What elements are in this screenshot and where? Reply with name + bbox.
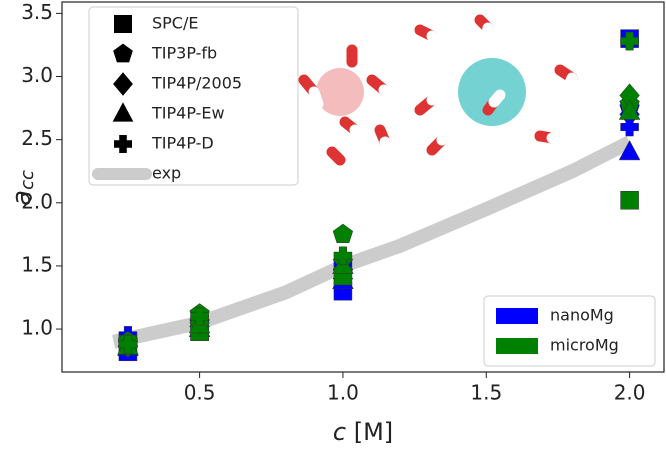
y-tick-label: 2.5 xyxy=(21,126,53,150)
y-tick-label: 2.0 xyxy=(21,189,53,213)
y-tick-label: 3.0 xyxy=(21,63,53,87)
marker-triangle xyxy=(618,140,641,161)
exp-line xyxy=(112,135,633,349)
x-axis-symbol: c xyxy=(333,418,346,446)
marker-plus xyxy=(114,135,132,153)
marker-plus xyxy=(333,246,353,266)
molecule-illustration xyxy=(298,14,578,166)
y-tick-label: 1.0 xyxy=(21,316,53,340)
y-axis-label: acc xyxy=(7,170,39,206)
marker-triangle xyxy=(112,102,134,122)
legend-label: SPC/E xyxy=(152,14,198,33)
marker-triangle xyxy=(618,99,641,120)
legend-box xyxy=(88,6,299,186)
x-axis-label: c [M] xyxy=(333,418,393,446)
marker-plus xyxy=(620,117,639,137)
legend-groups: nanoMg microMg xyxy=(483,295,656,367)
legend-label: exp xyxy=(152,164,181,183)
x-tick-label: 2.0 xyxy=(614,381,646,405)
marker-pentagon xyxy=(332,223,354,243)
x-tick-label: 1.5 xyxy=(470,381,502,405)
legend-label: nanoMg xyxy=(550,306,614,325)
x-tick-label: 1.0 xyxy=(327,381,359,405)
y-axis-subscript: cc xyxy=(17,170,38,190)
marker-plus xyxy=(118,334,138,354)
marker-plus xyxy=(190,307,209,326)
y-axis-symbol: a xyxy=(7,190,37,206)
legend-swatch xyxy=(496,338,538,354)
legend-models: SPC/E TIP3P-fb TIP4P/2005 TIP4P-Ew TIP4P-D ex… xyxy=(88,6,299,186)
marker-square xyxy=(620,191,639,210)
x-axis-unit: [M] xyxy=(354,418,393,446)
legend-label: TIP4P/2005 xyxy=(151,74,242,93)
marker-diamond xyxy=(113,72,133,96)
legend-label: TIP4P-Ew xyxy=(151,104,225,123)
legend-label: TIP4P-D xyxy=(151,134,214,153)
legend-label: microMg xyxy=(550,336,619,355)
y-tick-label: 1.5 xyxy=(21,252,53,276)
legend-swatch xyxy=(496,308,538,324)
legend-label: TIP3P-fb xyxy=(151,44,217,63)
marker-square xyxy=(114,15,132,33)
marker-plus xyxy=(620,31,639,51)
x-tick-label: 0.5 xyxy=(184,381,216,405)
y-tick-label: 3.5 xyxy=(21,0,53,24)
marker-pentagon xyxy=(113,43,133,63)
plot-frame xyxy=(61,1,665,373)
